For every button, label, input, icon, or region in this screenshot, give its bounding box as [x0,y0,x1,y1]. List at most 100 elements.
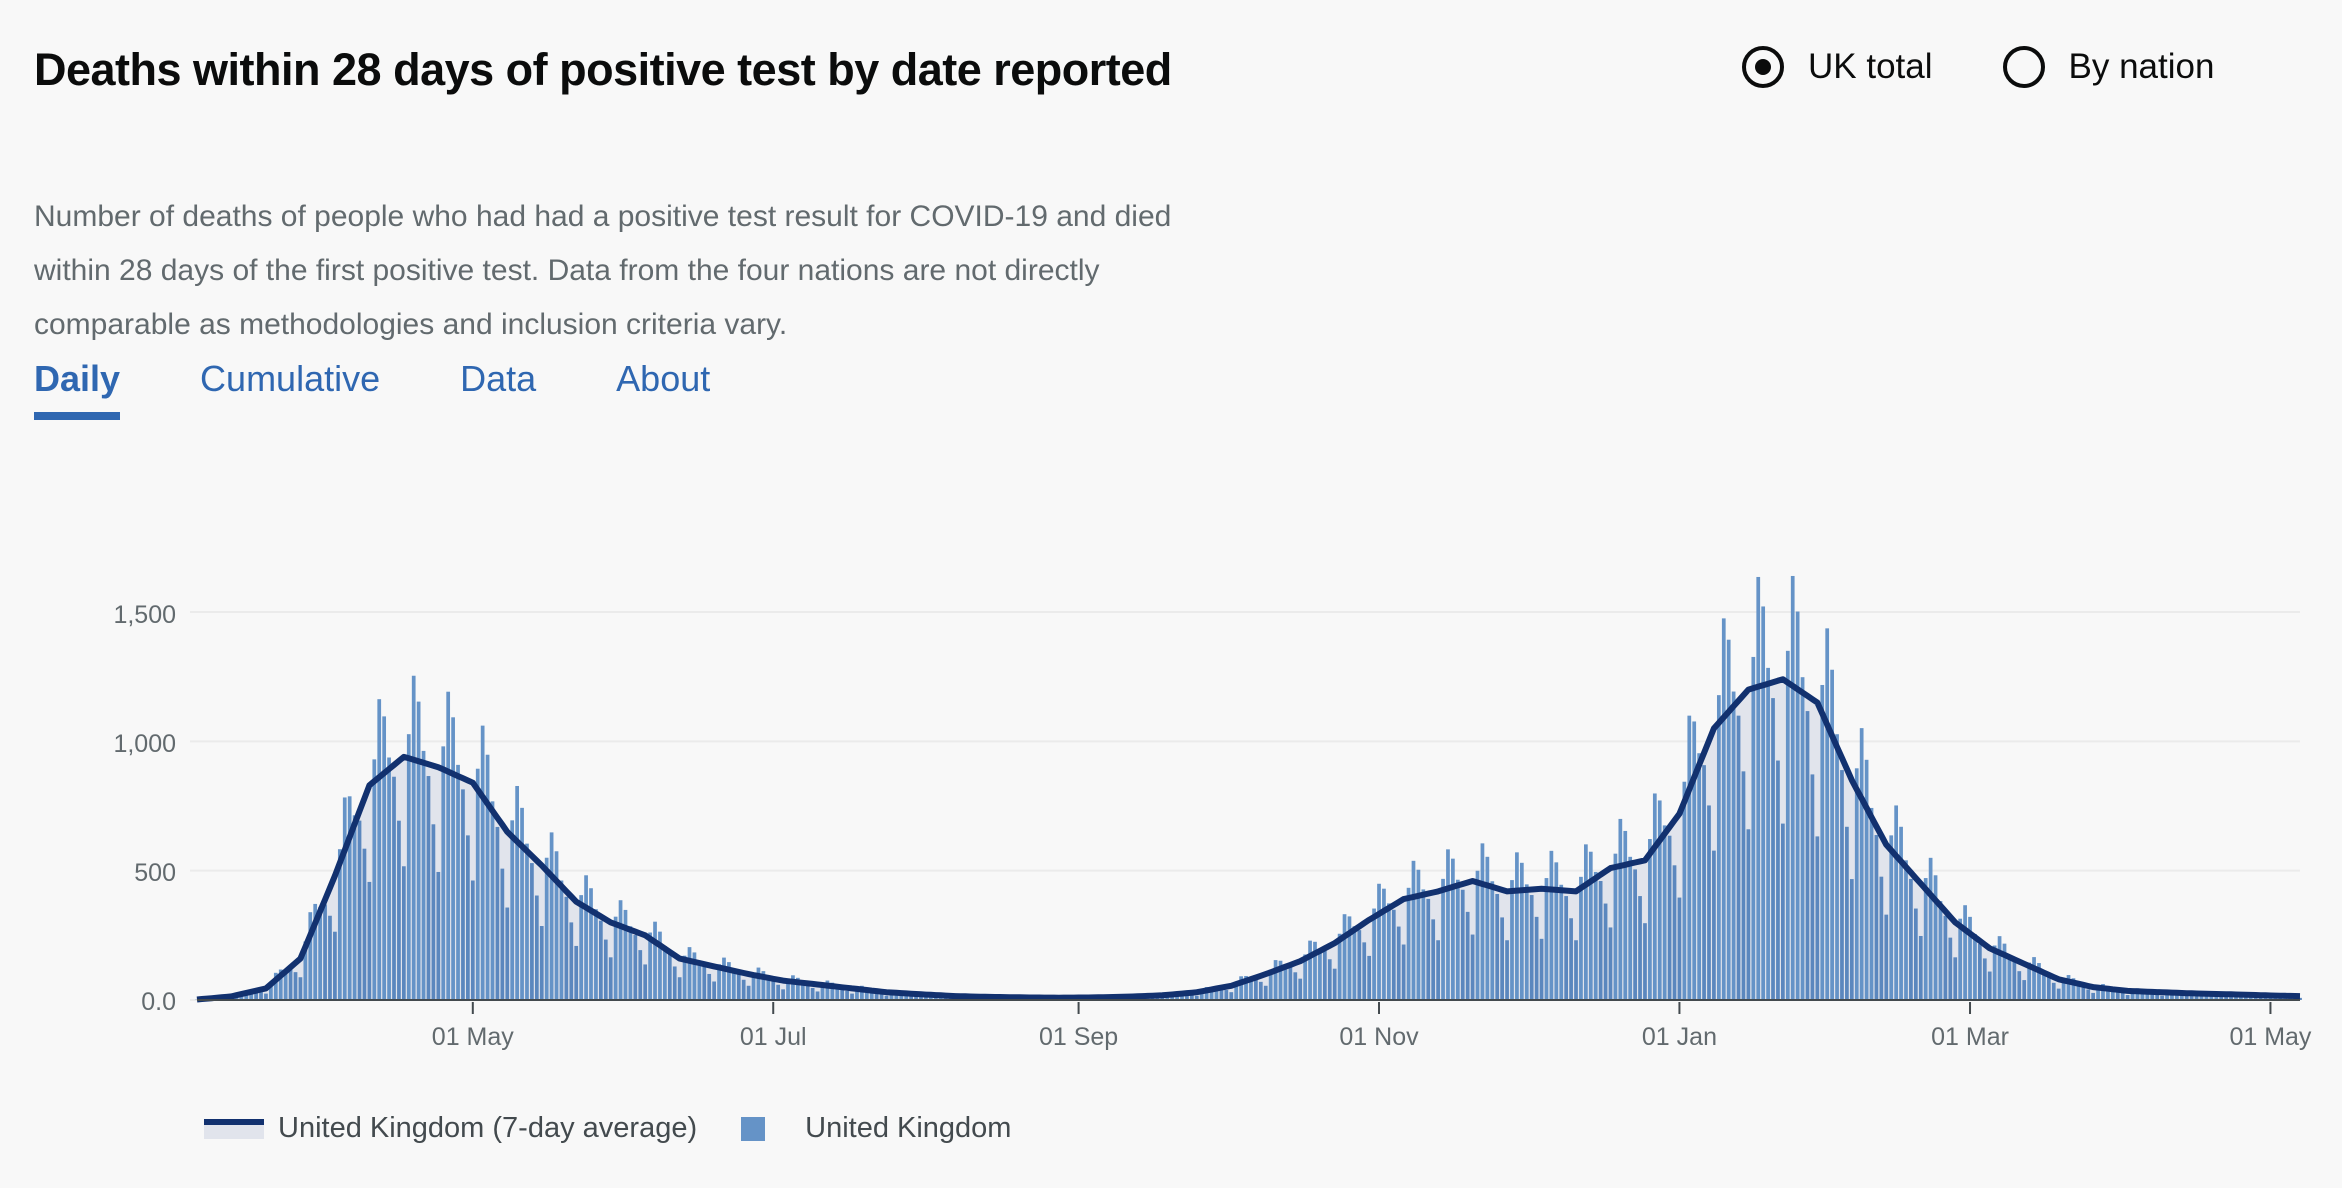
daily-bar [2194,996,2199,1000]
daily-bar [682,955,687,1000]
daily-bar [761,971,766,1000]
daily-bar [1707,805,1711,1000]
daily-bar [416,701,421,1000]
daily-bar [1795,611,1800,1000]
daily-bar [638,950,643,1000]
daily-bar [401,866,406,1000]
daily-bar [1874,835,1879,1000]
daily-bar [1505,940,1509,1000]
daily-bar [510,820,515,1000]
daily-bar [579,895,584,1000]
x-tick-label: 01 Mar [1931,1023,2009,1051]
daily-bar [1194,995,1199,1000]
daily-bar [1973,934,1977,1000]
daily-bar [1756,576,1761,1000]
daily-bar [889,991,894,1000]
daily-bar [1968,916,1972,1000]
daily-bar [1652,793,1657,1000]
daily-bar [1352,926,1357,1000]
daily-bar [1372,908,1376,1000]
daily-bar [736,973,741,1000]
daily-bar [1731,691,1736,1000]
radio-uk-total[interactable]: UK total [1742,46,1933,88]
daily-bar [879,993,884,1000]
daily-bar [490,801,495,1000]
daily-bar [1938,901,1943,1000]
y-tick-label: 1,500 [113,601,176,629]
tab-about[interactable]: About [616,358,711,399]
daily-bar [1776,760,1780,1000]
daily-bar [1549,850,1554,1000]
daily-bar [2037,963,2041,1000]
daily-bar [2150,992,2155,1000]
daily-bar [1697,753,1702,1000]
daily-bar [1815,836,1820,1000]
daily-bar [1515,852,1519,1000]
radio-by-nation[interactable]: By nation [2002,46,2214,88]
daily-bar [860,985,864,1000]
daily-bar [1741,771,1746,1000]
daily-bar [1667,835,1672,1000]
daily-bar [830,982,835,1000]
daily-bar [2081,985,2086,1000]
daily-bar [2229,996,2233,1000]
daily-bar [1702,765,1706,1000]
daily-bar [2022,980,2027,1000]
daily-bar [2263,997,2268,1000]
daily-bar [731,969,736,1000]
daily-bar [1273,960,1278,1000]
daily-bar [1628,856,1633,1000]
tab-cumulative[interactable]: Cumulative [200,358,381,399]
daily-bar [1603,903,1608,1000]
daily-bar [372,759,377,1000]
daily-bar [1160,997,1165,1000]
daily-bar [1214,987,1219,1000]
daily-bar [539,926,544,1000]
chart-title: Deaths within 28 days of positive test b… [34,44,1172,95]
daily-bar [1539,938,1544,1000]
daily-bar [1490,881,1495,1000]
daily-bar [1362,942,1367,1000]
daily-bar [1746,829,1751,1000]
daily-bar [1928,857,1933,1000]
daily-bar [2051,982,2056,1000]
daily-bar [874,991,879,1000]
tab-daily[interactable]: Daily [34,358,121,420]
daily-bar [672,966,677,1000]
daily-bar [466,835,470,1000]
daily-bar [1470,934,1475,1000]
daily-bar [1726,639,1731,1000]
daily-bar [1519,862,1524,1000]
daily-bar [771,979,776,1000]
daily-bar [1249,978,1253,1000]
daily-bar [2076,982,2081,1000]
daily-bar [446,691,451,1000]
daily-bar [1382,888,1386,1000]
daily-bar [264,993,268,1000]
daily-bar [648,932,652,1000]
tab-data[interactable]: Data [460,358,537,399]
daily-bar [495,826,500,1000]
daily-bar [1401,944,1406,1000]
daily-bar [677,977,682,1000]
daily-bar [589,888,593,1000]
daily-bar [840,987,845,1000]
daily-bar [1943,915,1948,1000]
daily-bar [530,863,534,1000]
daily-bar [1559,884,1564,1000]
daily-bar [1849,879,1854,1000]
daily-bar [1588,851,1593,1000]
daily-bar [1830,669,1834,1000]
daily-bar [1229,992,1234,1000]
daily-bar [1204,987,1209,1000]
daily-bar [746,985,751,1000]
daily-bar [1357,930,1362,1000]
daily-bar [485,754,490,1000]
daily-bar [1958,918,1963,1000]
daily-bar [618,900,623,1000]
daily-bar [1918,935,1923,1000]
daily-bar [470,880,475,1000]
daily-bar [1845,826,1849,1000]
daily-bar [1283,965,1288,1000]
daily-bar [594,909,598,1000]
